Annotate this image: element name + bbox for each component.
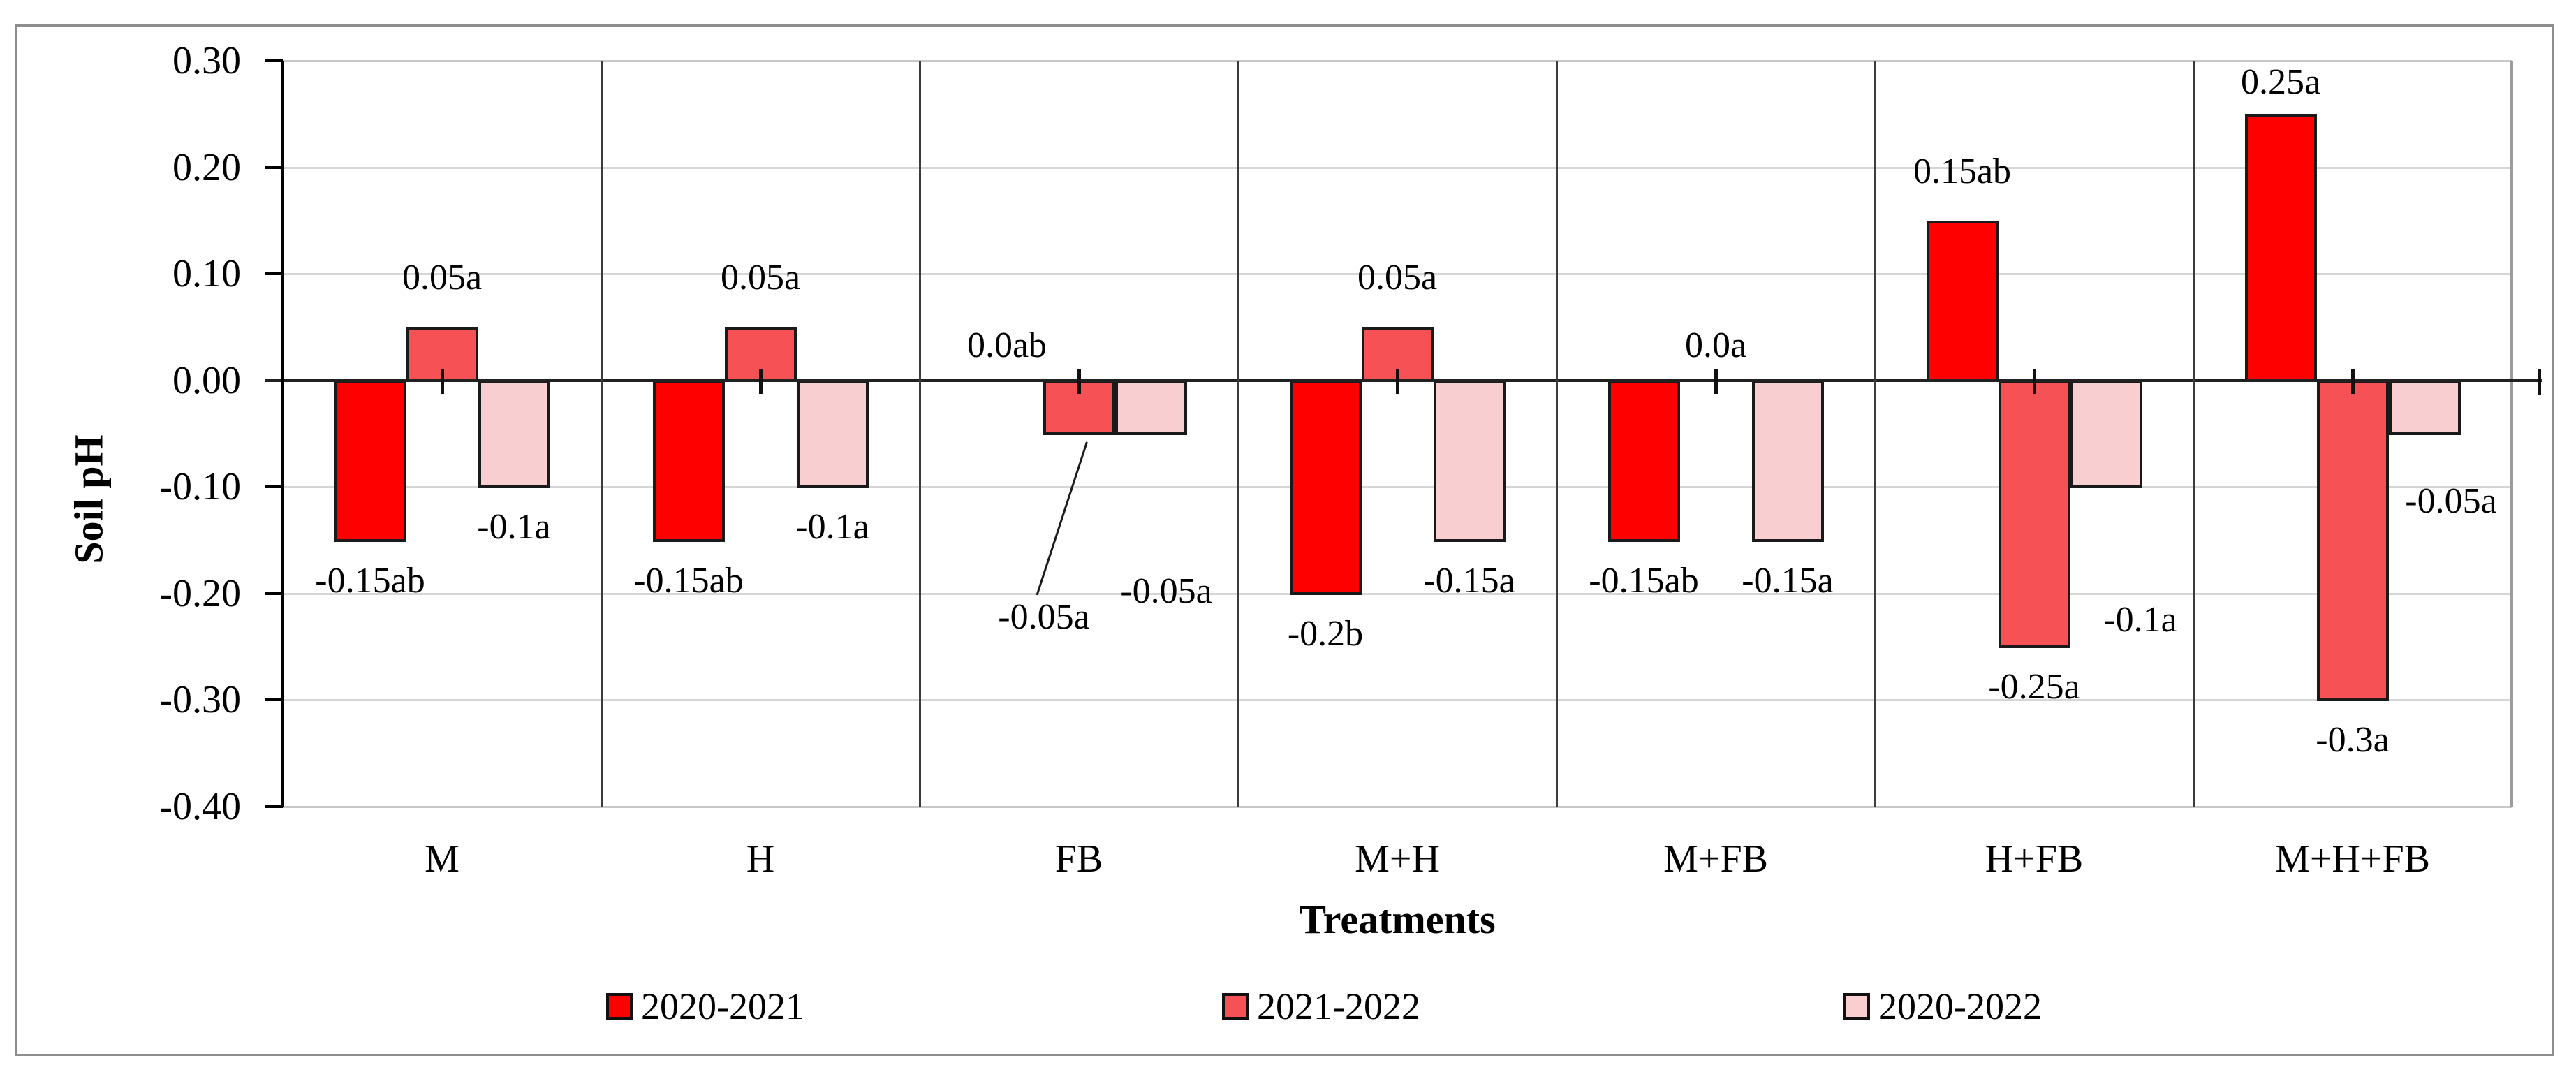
bar-2020-2022-M xyxy=(478,380,550,489)
y-tick-label: 0.00 xyxy=(172,358,241,402)
y-tick-label: 0.10 xyxy=(172,252,241,296)
panel-divider xyxy=(2192,61,2195,807)
zero-axis-line xyxy=(265,379,2542,383)
gridline xyxy=(283,273,2512,276)
bar-2020-2021-M+H+FB xyxy=(2244,114,2317,382)
y-tick-label: -0.10 xyxy=(159,465,241,509)
bar-2020-2022-H+FB xyxy=(2070,380,2142,489)
bar-data-label: -0.15a xyxy=(1742,560,1834,601)
bar-data-label: 0.05a xyxy=(402,258,483,298)
legend-item: 2020-2021 xyxy=(606,986,804,1027)
category-axis-tick xyxy=(2032,369,2036,394)
legend-label: 2021-2022 xyxy=(1257,985,1420,1027)
category-axis-tick xyxy=(1077,369,1081,394)
zero-axis-end-tick xyxy=(2538,368,2541,395)
bar-2020-2022-M+FB xyxy=(1751,380,1824,542)
bar-data-label: -0.15ab xyxy=(1589,560,1699,601)
bar-data-label: 0.05a xyxy=(1357,258,1438,298)
y-axis-tick xyxy=(265,698,283,702)
gridline xyxy=(283,592,2512,595)
legend-swatch-icon xyxy=(1843,993,1870,1020)
bar-2021-2022-H+FB xyxy=(1998,380,2070,649)
category-label-FB: FB xyxy=(1054,837,1103,881)
panel-divider xyxy=(918,61,921,807)
legend-item: 2020-2022 xyxy=(1843,986,2042,1027)
bar-2020-2021-H xyxy=(652,380,725,542)
bar-data-label: -0.25a xyxy=(1988,667,2080,707)
category-axis-tick xyxy=(1395,369,1399,394)
bar-data-label: -0.3a xyxy=(2316,720,2390,761)
plot-bottom-border xyxy=(283,806,2512,808)
panel-divider xyxy=(1237,61,1239,807)
plot-top-border xyxy=(283,60,2512,62)
y-axis-tick xyxy=(265,166,283,169)
bar-data-label: -0.1a xyxy=(2103,600,2177,640)
bar-data-label: 0.0a xyxy=(1684,325,1747,365)
bar-2020-2021-M+H xyxy=(1289,380,1362,595)
legend-swatch-icon xyxy=(606,993,633,1020)
bar-data-label: 0.25a xyxy=(2240,62,2321,103)
y-axis-line xyxy=(281,61,284,807)
panel-divider xyxy=(1555,61,1558,807)
gridline xyxy=(283,486,2512,489)
gridline xyxy=(283,166,2512,169)
y-tick-label: 0.20 xyxy=(172,145,241,189)
bar-data-label: -0.15ab xyxy=(315,560,425,601)
category-label-M+H: M+H xyxy=(1355,837,1440,881)
y-tick-label: 0.30 xyxy=(172,39,241,82)
y-tick-label: -0.20 xyxy=(159,571,241,615)
bar-2020-2021-M xyxy=(334,380,406,542)
legend-swatch-icon xyxy=(1222,993,1249,1020)
legend-item: 2021-2022 xyxy=(1222,986,1420,1027)
bar-data-label: -0.05a xyxy=(1120,571,1212,611)
bar-2020-2022-H xyxy=(796,380,869,489)
category-axis-tick xyxy=(440,369,444,394)
bar-data-label: 0.15ab xyxy=(1913,151,2012,191)
bar-2020-2022-M+H xyxy=(1433,380,1506,542)
y-axis-title: Soil pH xyxy=(66,434,112,564)
x-axis-title: Treatments xyxy=(1299,897,1496,942)
bar-data-label: -0.05a xyxy=(998,597,1090,637)
category-label-M: M xyxy=(425,837,459,881)
category-label-H+FB: H+FB xyxy=(1985,837,2084,881)
panel-divider xyxy=(600,61,603,807)
bar-data-label: -0.15a xyxy=(1423,560,1515,601)
bar-data-label: -0.05a xyxy=(2405,481,2497,521)
bar-2020-2022-M+H+FB xyxy=(2388,380,2461,435)
category-axis-tick xyxy=(2350,369,2355,394)
bar-2020-2021-H+FB xyxy=(1926,220,1999,382)
category-axis-tick xyxy=(1714,369,1718,394)
category-axis-tick xyxy=(758,369,763,394)
bar-2020-2022-FB xyxy=(1114,380,1187,435)
bar-data-label: 0.0ab xyxy=(966,325,1047,365)
y-axis-tick xyxy=(265,592,283,595)
bar-data-label: -0.2b xyxy=(1287,613,1364,654)
y-axis-tick xyxy=(265,272,283,276)
bar-data-label: 0.05a xyxy=(720,258,801,298)
bar-2020-2021-M+FB xyxy=(1607,380,1680,542)
y-tick-label: -0.30 xyxy=(159,678,241,722)
gridline xyxy=(283,699,2512,702)
category-label-H: H xyxy=(746,837,775,881)
category-label-M+FB: M+FB xyxy=(1663,837,1768,881)
y-axis-tick xyxy=(265,805,283,808)
bar-data-label: -0.1a xyxy=(795,507,869,548)
plot-right-border xyxy=(2510,61,2513,807)
panel-divider xyxy=(1874,61,1876,807)
y-tick-label: -0.40 xyxy=(159,785,241,828)
bar-2021-2022-M+H+FB xyxy=(2316,380,2389,702)
legend-label: 2020-2021 xyxy=(641,985,804,1027)
figure-border xyxy=(15,24,2554,1056)
y-axis-tick xyxy=(265,485,283,489)
y-axis-tick xyxy=(265,59,283,62)
legend-label: 2020-2022 xyxy=(1878,985,2042,1027)
bar-data-label: -0.1a xyxy=(477,507,551,548)
category-label-M+H+FB: M+H+FB xyxy=(2275,837,2430,881)
bar-data-label: -0.15ab xyxy=(633,560,744,601)
